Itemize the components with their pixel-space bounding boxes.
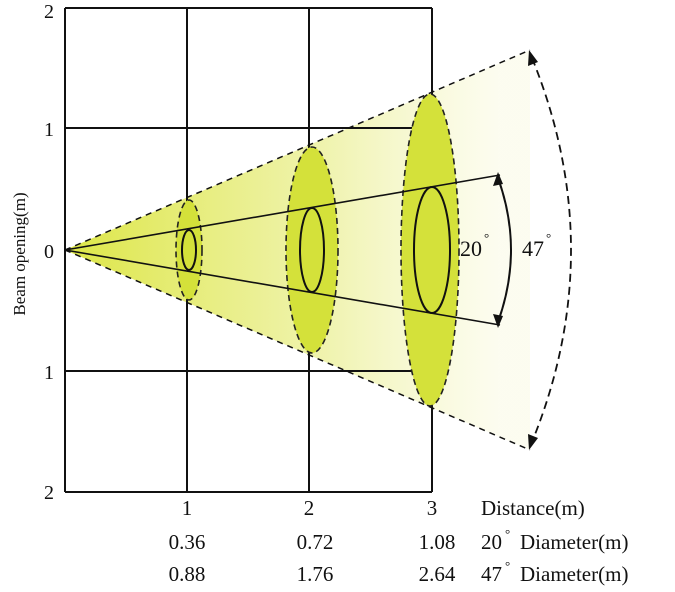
diameter-47-value: 0.88 [169,562,206,586]
outer-beam-edges [64,49,531,451]
outer-beam-ellipses [175,93,460,407]
outer-ellipse-1m [175,199,203,301]
inner-arc-arrow-top [493,172,503,186]
x-tick-label: 1 [182,496,193,520]
diameter-47-angle: 47 [481,562,502,586]
distance-label: Distance(m) [481,496,585,520]
diameter-47-value: 2.64 [419,562,456,586]
outer-angle-label: 47 [522,236,544,261]
diameter-20-label: Diameter(m) [520,530,628,554]
inner-angle-degree: ° [484,230,489,245]
outer-arc-arrow-top [528,50,538,66]
diameter-47-value: 1.76 [297,562,334,586]
y-axis-label: Beam opening(m) [10,192,29,315]
inner-arc-arrow-bottom [493,314,503,328]
inner-angle-label: 20 [460,236,482,261]
outer-arc-arrow-bottom [528,434,538,450]
diameter-47-label: Diameter(m) [520,562,628,586]
diameter-47-degree: ° [505,558,510,573]
inner-ellipse-1m [181,229,197,271]
outer-ellipse-2m [285,146,339,354]
diameter-20-value: 0.72 [297,530,334,554]
outer-angle-degree: ° [546,230,551,245]
x-tick-label: 3 [427,496,438,520]
x-tick-label: 2 [304,496,315,520]
diameter-20-value: 1.08 [419,530,456,554]
outer-angle-arc [531,57,572,443]
outer-ellipse-3m [400,93,460,407]
y-tick-label: 1 [44,362,54,384]
diameter-20-value: 0.36 [169,530,206,554]
y-tick-label: 2 [44,482,54,504]
diameter-20-angle: 20 [481,530,502,554]
y-tick-label: 1 [44,119,54,141]
diameter-20-degree: ° [505,526,510,541]
y-tick-label: 2 [44,1,54,23]
inner-beam-edges [64,174,501,326]
inner-angle-arc [497,177,512,323]
y-tick-label: 0 [44,241,54,263]
